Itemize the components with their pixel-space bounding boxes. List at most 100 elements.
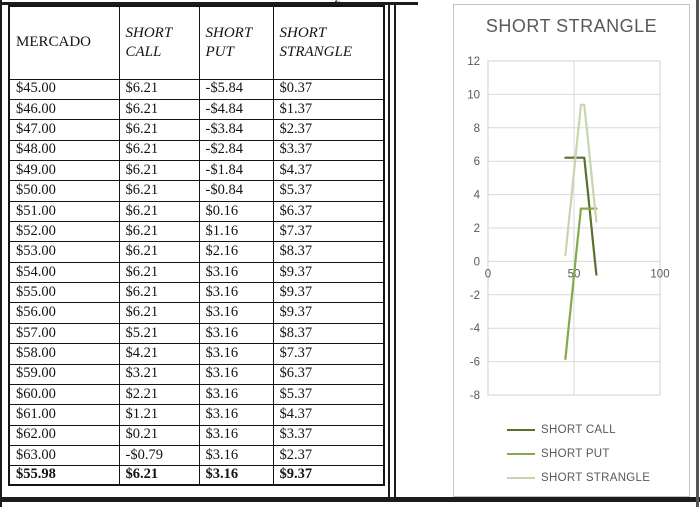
plot-area-border: [487, 60, 661, 396]
table-cell: $1.37: [272, 98, 385, 121]
series-line-short-call: [564, 156, 598, 276]
table-cell: $3.21: [118, 363, 200, 385]
table-cell: $3.37: [272, 139, 385, 161]
table-cell: $7.37: [272, 221, 385, 243]
legend-label: SHORT STRANGLE: [541, 472, 651, 484]
chart: SHORT STRANGLE 12 10 8 6 4 2 0 -2 -4 -6 -8 0 50 100 S…: [453, 4, 690, 497]
table-cell: $6.21: [118, 221, 200, 243]
table-cell: $2.21: [118, 383, 200, 406]
table-cell: $59.00: [8, 363, 120, 385]
table-cell: -$3.84: [198, 119, 274, 141]
chart-title: SHORT STRANGLE: [485, 16, 658, 36]
table-cell: $6.21: [118, 159, 200, 182]
legend-item: SHORT PUT: [507, 442, 650, 466]
header-short-put: SHORT PUT: [198, 5, 274, 80]
table-cell: $49.00: [8, 159, 120, 182]
y-tick-label: -8: [470, 390, 480, 402]
y-tick-label: 10: [467, 89, 480, 101]
table-cell: $2.37: [272, 119, 385, 141]
table-cell: $63.00: [8, 444, 120, 467]
total-cell: $6.21: [118, 465, 200, 486]
table-cell: $3.16: [198, 302, 274, 324]
legend-line-swatch: [507, 476, 535, 480]
legend-line-swatch: [507, 452, 535, 456]
table-cell: $8.37: [272, 241, 385, 263]
table-body: $45.00 $6.21 -$5.84 $0.37 $46.00 $6.21 -$4.84 $…: [8, 78, 385, 467]
table-cell: -$4.84: [198, 98, 274, 121]
y-tick-label: 0: [474, 256, 480, 268]
header-short-strangle: SHORT STRANGLE: [272, 5, 385, 80]
table-header-row: MERCADO SHORT CALL SHORT PUT SHORT STRAN…: [8, 5, 385, 80]
page-left-border: [0, 0, 2, 507]
page-right-border: [696, 0, 699, 507]
total-cell: $9.37: [272, 465, 385, 486]
table-cell: $6.21: [118, 98, 200, 121]
y-tick-label: -6: [470, 357, 480, 369]
table-cell: $0.16: [198, 200, 274, 223]
table-row: $51.00 $6.21 $0.16 $6.37: [8, 200, 385, 223]
table-cell: $9.37: [272, 261, 385, 284]
table-total-row: $55.98 $6.21 $3.16 $9.37: [8, 465, 385, 486]
table-cell: $47.00: [8, 119, 120, 141]
table-cell: $6.21: [118, 302, 200, 324]
header-short-call: SHORT CALL: [118, 5, 200, 80]
table-row: $62.00 $0.21 $3.16 $3.37: [8, 424, 385, 446]
y-tick-label: 4: [474, 190, 481, 202]
table-cell: -$5.84: [198, 78, 274, 100]
table-row: $49.00 $6.21 -$1.84 $4.37: [8, 159, 385, 182]
total-cell: $3.16: [198, 465, 274, 486]
table-cell: $48.00: [8, 139, 120, 161]
table-row: $52.00 $6.21 $1.16 $7.37: [8, 221, 385, 243]
legend-item: SHORT STRANGLE: [507, 466, 650, 490]
table-row: $53.00 $6.21 $2.16 $8.37: [8, 241, 385, 263]
y-tick-label: -2: [470, 290, 480, 302]
table-cell: -$0.79: [118, 444, 200, 467]
table-cell: $3.16: [198, 322, 274, 345]
table-cell: $51.00: [8, 200, 120, 223]
table-cell: $45.00: [8, 78, 120, 100]
table-cell: $3.16: [198, 383, 274, 406]
table-cell: $1.16: [198, 221, 274, 243]
table-row: $61.00 $1.21 $3.16 $4.37: [8, 404, 385, 426]
options-table-container: MERCADO SHORT CALL SHORT PUT SHORT STRAN…: [8, 5, 385, 486]
table-cell: $3.37: [272, 424, 385, 446]
table-cell: $4.21: [118, 343, 200, 365]
table-cell: $3.16: [198, 282, 274, 304]
legend-label: SHORT CALL: [541, 424, 616, 436]
table-cell: $5.37: [272, 383, 385, 406]
header-mercado: MERCADO: [8, 5, 120, 80]
total-cell: $55.98: [8, 465, 120, 486]
table-cell: $5.21: [118, 322, 200, 345]
series-line-short-strangle: [564, 103, 598, 257]
table-cell: $2.16: [198, 241, 274, 263]
table-cell: $52.00: [8, 221, 120, 243]
table-cell: $6.21: [118, 261, 200, 284]
table-cell: $3.16: [198, 363, 274, 385]
table-cell: $3.16: [198, 261, 274, 284]
table-row: $50.00 $6.21 -$0.84 $5.37: [8, 180, 385, 202]
table-cell: $0.21: [118, 424, 200, 446]
table-cell: $6.21: [118, 200, 200, 223]
divider-line: [394, 4, 396, 500]
table-cell: $2.37: [272, 444, 385, 467]
table-cell: $3.16: [198, 404, 274, 426]
table-cell: $0.37: [272, 78, 385, 100]
cutoff-text-fragment: g: [334, 0, 343, 8]
table-cell: $6.37: [272, 200, 385, 223]
table-cell: $4.37: [272, 159, 385, 182]
table-cell: $60.00: [8, 383, 120, 406]
table-row: $57.00 $5.21 $3.16 $8.37: [8, 322, 385, 345]
y-tick-label: 8: [474, 123, 480, 135]
series-line-short-put: [564, 207, 598, 360]
chart-legend: SHORT CALL SHORT PUT SHORT STRANGLE: [507, 418, 650, 490]
table-cell: $55.00: [8, 282, 120, 304]
table-cell: $6.21: [118, 241, 200, 263]
table-cell: -$0.84: [198, 180, 274, 202]
table-cell: $6.21: [118, 78, 200, 100]
table-cell: $8.37: [272, 322, 385, 345]
table-row: $55.00 $6.21 $3.16 $9.37: [8, 282, 385, 304]
options-payoff-table: MERCADO SHORT CALL SHORT PUT SHORT STRAN…: [8, 5, 385, 486]
table-cell: $58.00: [8, 343, 120, 365]
